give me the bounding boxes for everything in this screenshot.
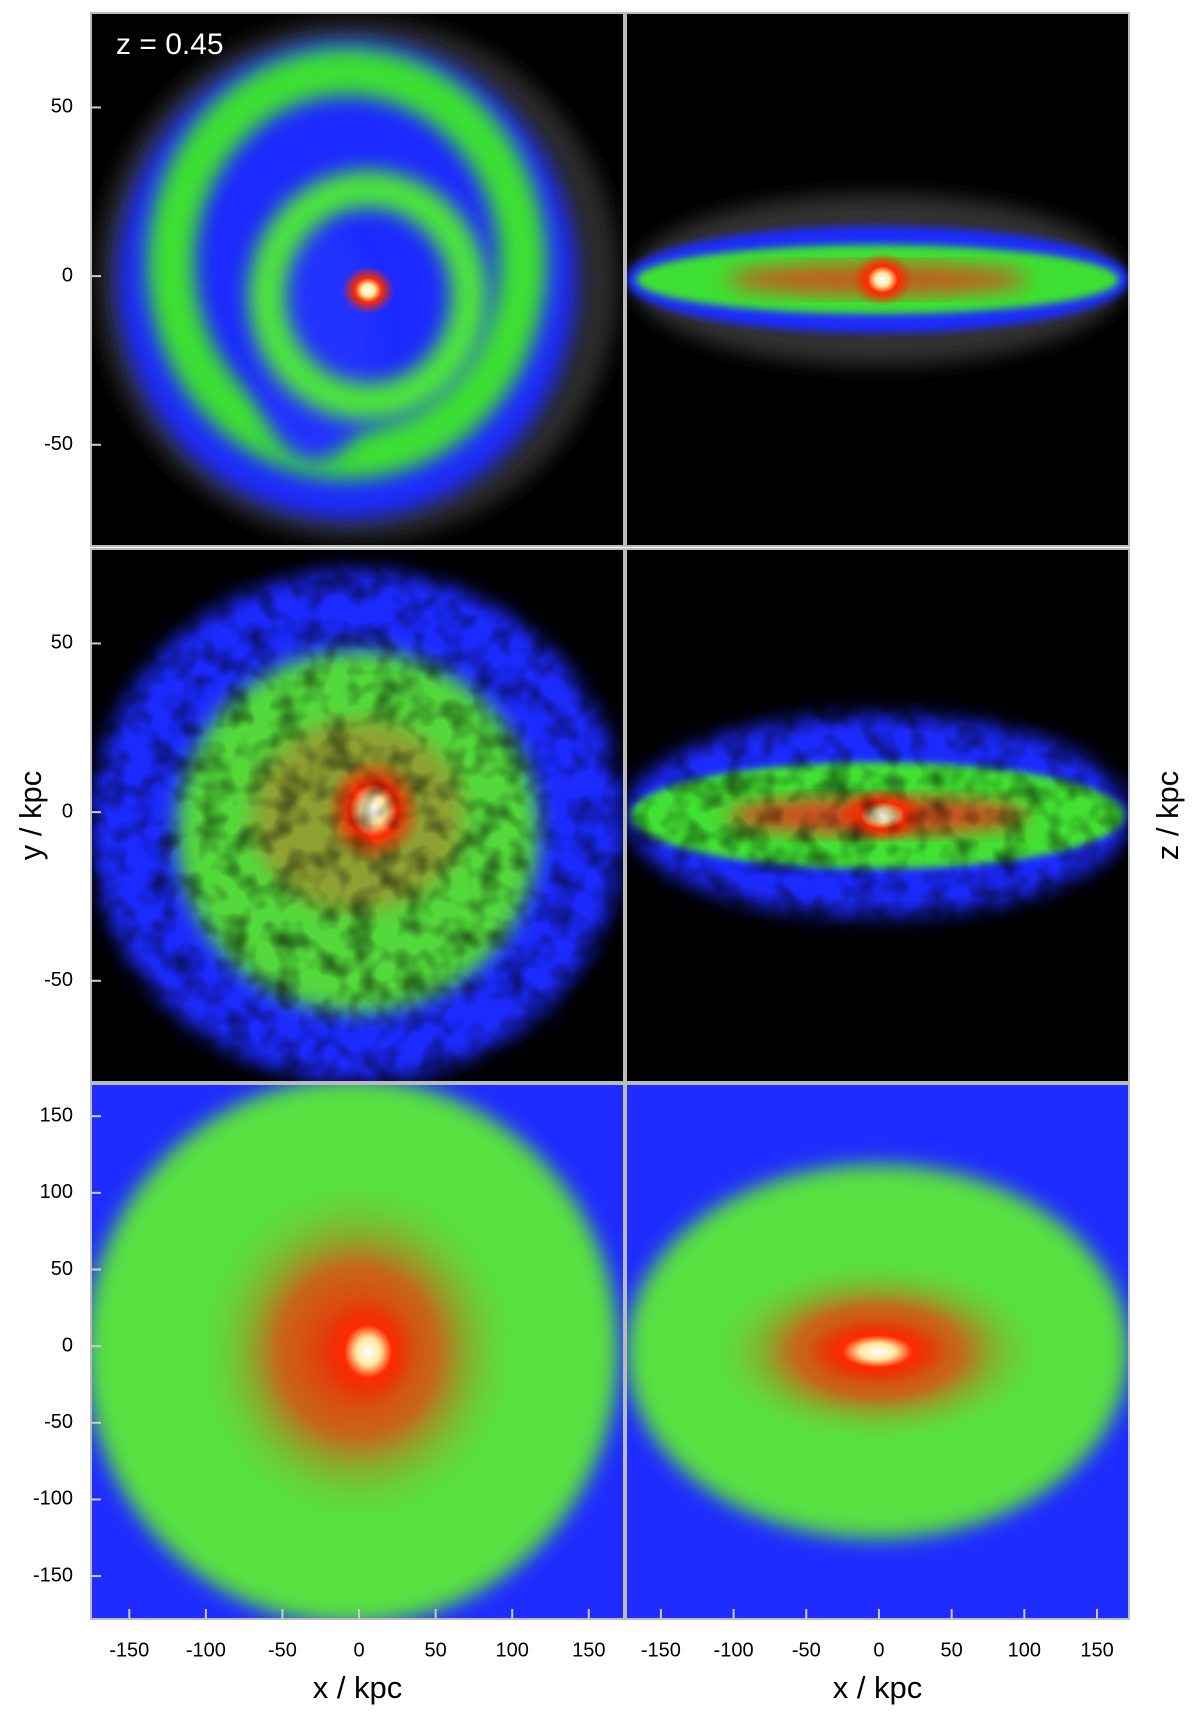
y-tick-label: -150: [33, 1564, 73, 1586]
x-tick-label: -50: [268, 1639, 297, 1661]
panel-frame: [90, 1083, 625, 1620]
annotation: z = 0.45: [116, 28, 224, 61]
panel: [91, 1084, 624, 1619]
panel: [91, 549, 624, 1082]
x-tick-label: 150: [1080, 1639, 1113, 1661]
y-axis-label: y / kpc: [13, 771, 48, 861]
y-tick-label: -100: [33, 1488, 73, 1510]
y-tick-label: 150: [40, 1104, 73, 1126]
panel-frame: [625, 548, 1130, 1083]
panel: [626, 1084, 1129, 1619]
x-tick-label: 0: [873, 1639, 884, 1661]
x-tick-label: -150: [109, 1639, 149, 1661]
x-tick-label: 100: [496, 1639, 529, 1661]
x-tick-label: 50: [424, 1639, 446, 1661]
x-tick-label: 150: [572, 1639, 605, 1661]
y-tick-label: 100: [40, 1181, 73, 1203]
panel: [626, 13, 1129, 546]
y-tick-label: 50: [51, 96, 73, 118]
x-tick-label: 100: [1008, 1639, 1041, 1661]
panel-frame: [625, 1083, 1130, 1620]
x-tick-label: 50: [941, 1639, 963, 1661]
x-tick-label: -150: [641, 1639, 681, 1661]
y-tick-label: -50: [44, 1411, 73, 1433]
y-axis-label: z / kpc: [1150, 771, 1185, 861]
y-tick-label: 0: [62, 264, 73, 286]
x-tick-label: -100: [186, 1639, 226, 1661]
y-tick-label: 0: [62, 800, 73, 822]
panel-frame: [625, 12, 1130, 547]
panel-frame: [90, 12, 625, 547]
y-tick-label: 50: [51, 1258, 73, 1280]
y-tick-label: 50: [51, 632, 73, 654]
x-axis-label: x / kpc: [313, 1670, 403, 1705]
panel-frame: [90, 548, 625, 1083]
x-tick-label: -100: [714, 1639, 754, 1661]
y-tick-label: -50: [44, 433, 73, 455]
x-axis-label: x / kpc: [833, 1670, 923, 1705]
panel: [91, 13, 624, 546]
x-tick-label: -50: [792, 1639, 821, 1661]
y-tick-label: 0: [62, 1334, 73, 1356]
panel: [626, 549, 1129, 1082]
x-tick-label: 0: [353, 1639, 364, 1661]
y-tick-label: -50: [44, 969, 73, 991]
